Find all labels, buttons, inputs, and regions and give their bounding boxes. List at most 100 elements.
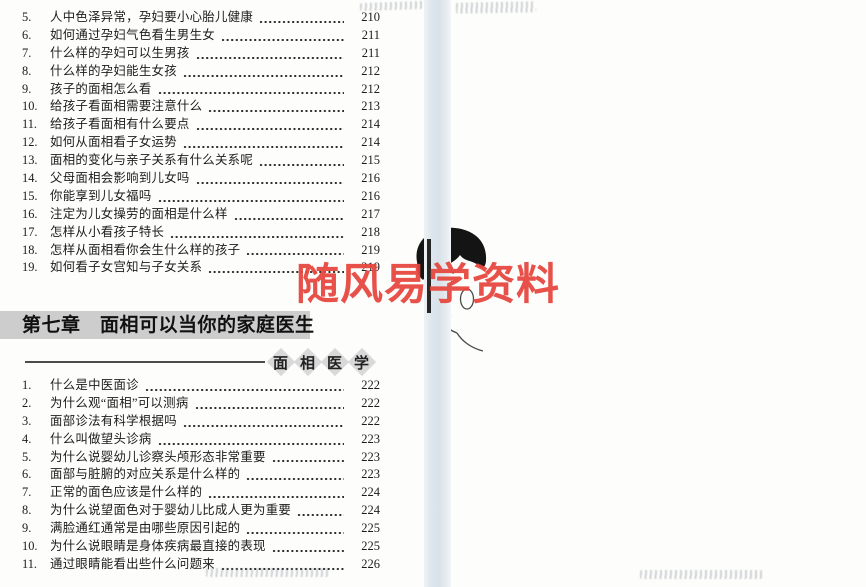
entry-page-number: 225 xyxy=(361,539,380,554)
entry-title: 如何通过孕妇气色看生男生女 xyxy=(50,27,215,42)
entry-number: 17. xyxy=(22,224,38,239)
entry-number: 9. xyxy=(22,81,32,96)
dot-leader xyxy=(157,80,344,99)
dot-leader xyxy=(297,502,344,521)
dot-leader xyxy=(195,116,344,135)
entry-number: 4. xyxy=(22,431,32,446)
dot-leader xyxy=(259,9,344,27)
dot-leader xyxy=(182,62,344,81)
entry-title: 正常的面色应该是什么样的 xyxy=(50,485,203,500)
entry-title: 如何看子女宫知与子女关系 xyxy=(50,260,203,275)
entry-title: 人中色泽异常，孕妇要小心胎儿健康 xyxy=(50,10,254,24)
entry-title: 父母面相会影响到儿女吗 xyxy=(50,171,190,186)
entry-page-number: 222 xyxy=(361,378,380,392)
entry-number: 8. xyxy=(22,503,32,518)
entry-number: 5. xyxy=(22,449,32,464)
toc-entry: 9. 孩子的面相怎么看 212 xyxy=(22,80,380,99)
entry-page-number: 226 xyxy=(361,556,380,571)
dot-leader xyxy=(246,466,344,485)
dot-leader xyxy=(220,555,344,574)
toc-entry: 17. 怎样从小看孩子特长 218 xyxy=(22,223,380,242)
entry-page-number: 210 xyxy=(361,10,380,24)
toc-entry: 8. 什么样的孕妇能生女孩 212 xyxy=(22,62,380,81)
chapter-title: 第七章 面相可以当你的家庭医生 xyxy=(22,315,315,336)
entry-page-number: 224 xyxy=(361,485,380,500)
toc-entry: 7. 正常的面色应该是什么样的 224 xyxy=(22,484,380,503)
entry-title: 什么样的孕妇可以生男孩 xyxy=(50,45,190,60)
entry-page-number: 222 xyxy=(361,413,380,428)
faint-footer-mark xyxy=(640,570,762,579)
entry-title: 为什么说婴幼儿诊察头颅形态非常重要 xyxy=(50,449,266,464)
dot-leader xyxy=(157,430,344,449)
diamond-character: 学 xyxy=(348,345,375,379)
entry-title: 面相的变化与亲子关系有什么关系呢 xyxy=(50,153,254,168)
entry-page-number: 217 xyxy=(361,206,380,221)
entry-title: 什么样的孕妇能生女孩 xyxy=(50,63,177,78)
toc-entry: 1. 什么是中医面诊 222 xyxy=(22,377,380,395)
entry-page-number: 223 xyxy=(361,431,380,446)
left-page: 5. 人中色泽异常，孕妇要小心胎儿健康 210 6. 如何通过孕妇气色看生男生女… xyxy=(0,0,433,587)
watermark-text: 随风易学资料 xyxy=(296,261,560,309)
entry-number: 18. xyxy=(22,242,38,257)
dot-leader xyxy=(194,394,344,413)
dot-leader xyxy=(170,223,344,242)
diamond-character: 医 xyxy=(321,345,348,379)
toc-entry: 10. 为什么说眼睛是身体疾病最直接的表现 225 xyxy=(22,538,380,556)
entry-title: 面部诊法有科学根据吗 xyxy=(50,413,177,428)
dot-leader xyxy=(271,538,344,556)
entry-page-number: 219 xyxy=(361,242,380,257)
entry-title: 给孩子看面相需要注意什么 xyxy=(50,99,203,114)
entry-title: 你能享到儿女福吗 xyxy=(50,188,152,203)
toc-entry: 13. 面相的变化与亲子关系有什么关系呢 215 xyxy=(22,152,380,171)
entry-page-number: 223 xyxy=(361,449,380,464)
entry-number: 13. xyxy=(22,153,38,168)
entry-page-number: 213 xyxy=(361,99,380,114)
dot-leader xyxy=(182,134,344,153)
toc-entry: 18. 怎样从面相看你会生什么样的孩子 219 xyxy=(22,241,380,260)
entry-number: 9. xyxy=(22,521,32,536)
entry-number: 12. xyxy=(22,135,38,150)
dot-leader xyxy=(233,205,344,224)
dot-leader xyxy=(195,44,344,63)
section-header-mianxiang-yixue: 面 相 医 学 xyxy=(25,345,380,379)
entry-number: 7. xyxy=(22,45,32,60)
dot-leader xyxy=(246,241,344,260)
entry-number: 16. xyxy=(22,206,38,221)
entry-number: 14. xyxy=(22,171,38,186)
toc-entry: 2. 为什么观“面相”可以测病 222 xyxy=(22,394,380,413)
toc-entry: 5. 为什么说婴幼儿诊察头颅形态非常重要 223 xyxy=(22,448,380,467)
entry-page-number: 224 xyxy=(361,503,380,518)
entry-number: 11. xyxy=(22,556,38,571)
dot-leader xyxy=(246,520,344,539)
toc-entry: 11. 给孩子看面相有什么要点 214 xyxy=(22,116,380,135)
dot-leader xyxy=(220,26,344,45)
faint-footer-mark xyxy=(206,568,330,577)
diamond-character: 相 xyxy=(294,345,321,379)
dot-leader xyxy=(182,412,344,431)
right-page: 12. 为什么说耳与人体脏腑经络有着密切的关系 226 13. 中医中望鼻诊病的… xyxy=(433,0,866,587)
toc-entry: 10. 给孩子看面相需要注意什么 213 xyxy=(22,98,380,117)
entry-title: 为什么观“面相”可以测病 xyxy=(50,395,189,410)
entry-page-number: 214 xyxy=(361,135,380,150)
entry-page-number: 214 xyxy=(361,117,380,132)
entry-title: 为什么说眼睛是身体疾病最直接的表现 xyxy=(50,539,266,554)
entry-page-number: 215 xyxy=(361,153,380,168)
entry-title: 通过眼睛能看出些什么问题来 xyxy=(50,556,215,571)
dot-leader xyxy=(271,448,344,467)
toc-entry: 12. 如何从面相看子女运势 214 xyxy=(22,134,380,153)
entry-page-number: 211 xyxy=(361,45,380,60)
entry-title: 给孩子看面相有什么要点 xyxy=(50,117,190,132)
toc-entry: 19. 如何看子女宫知与子女关系 219 xyxy=(22,259,380,278)
entry-page-number: 222 xyxy=(361,395,380,410)
dot-leader xyxy=(157,187,344,206)
toc-entry: 6. 如何通过孕妇气色看生男生女 211 xyxy=(22,26,380,45)
entry-page-number: 216 xyxy=(361,188,380,203)
entry-title: 满脸通红通常是由哪些原因引起的 xyxy=(50,521,241,536)
entry-number: 6. xyxy=(22,467,32,482)
diamond-character: 面 xyxy=(267,345,294,379)
entry-page-number: 219 xyxy=(361,260,380,275)
entry-number: 10. xyxy=(22,99,38,114)
entry-page-number: 218 xyxy=(361,224,380,239)
toc-entry: 4. 什么叫做望头诊病 223 xyxy=(22,430,380,449)
